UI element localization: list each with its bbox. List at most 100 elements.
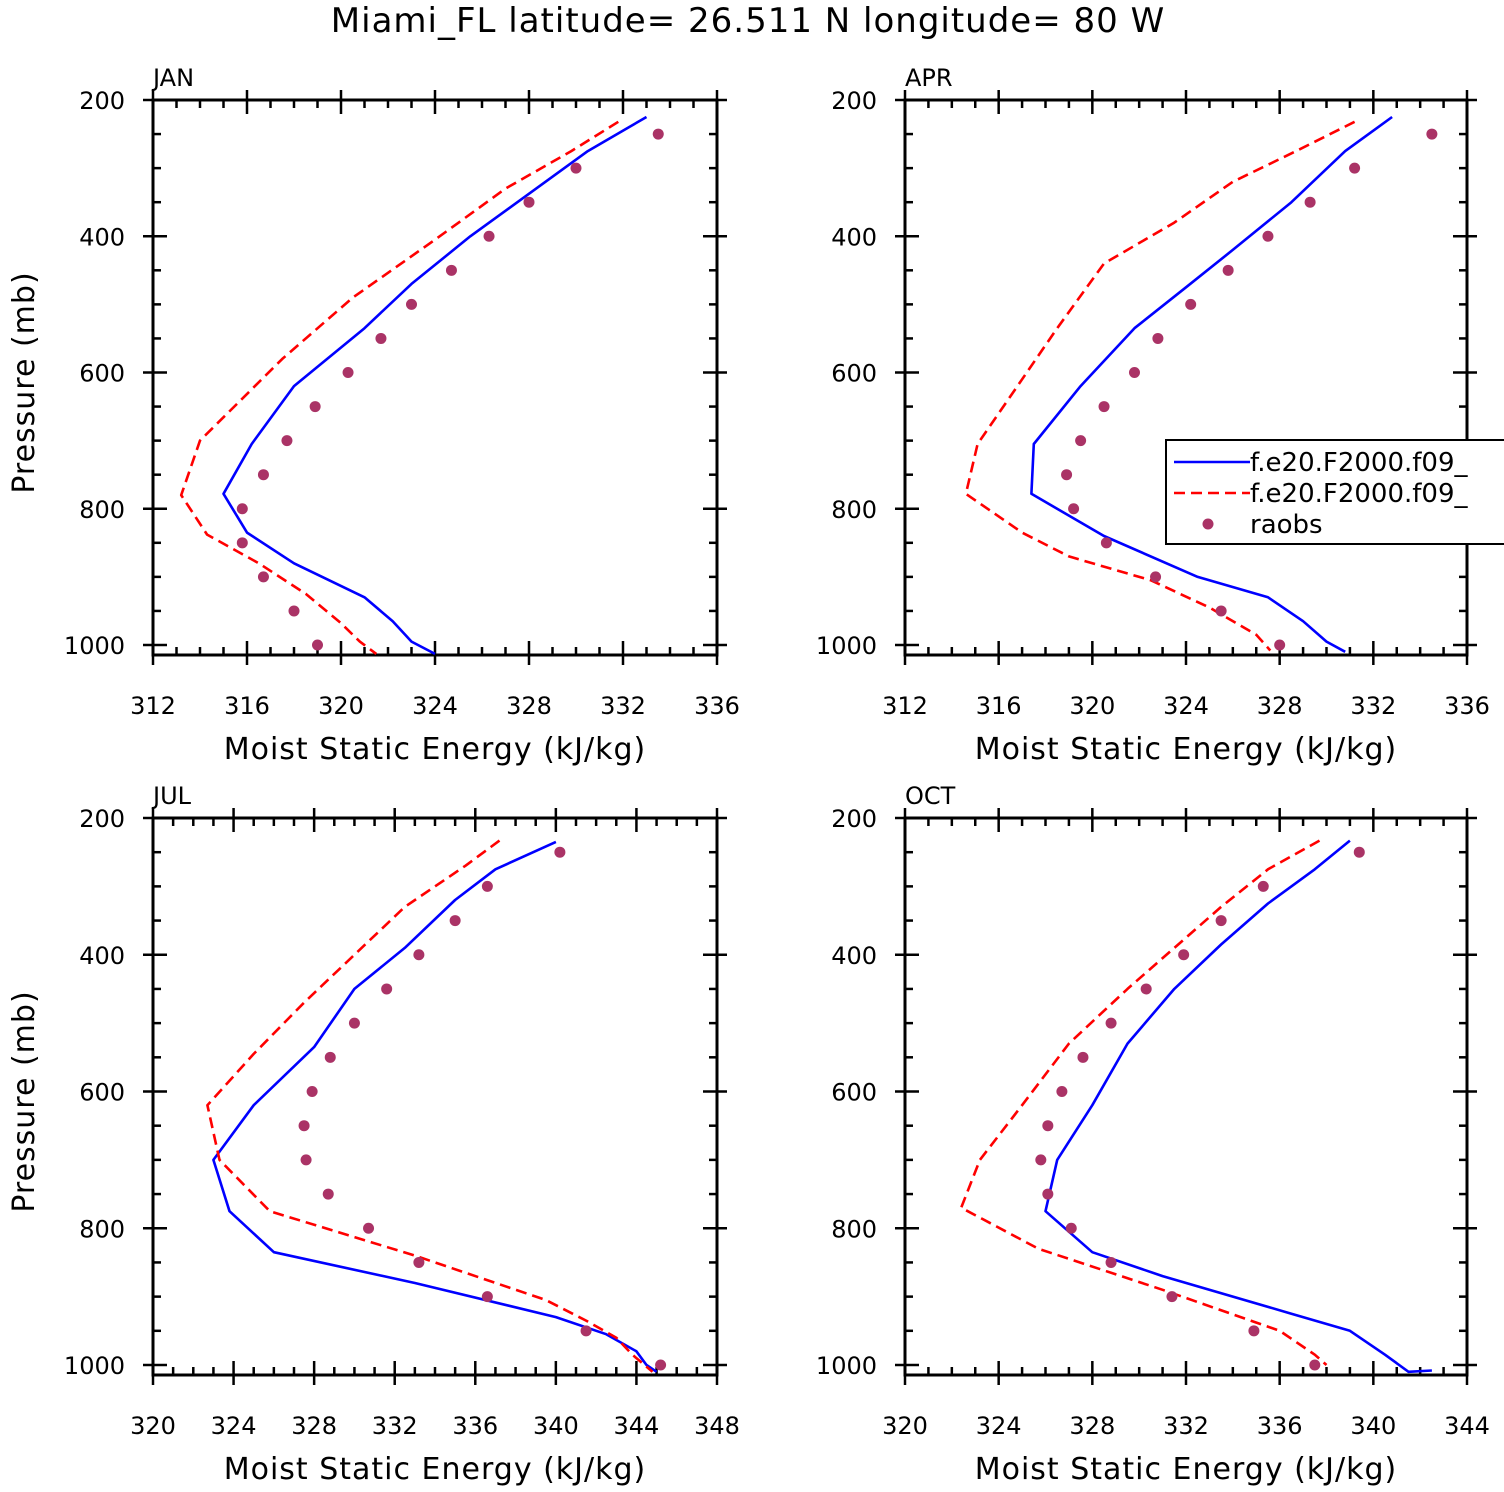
raobs-point [1061,469,1073,481]
panel-oct: OCT 200 400 600 800 1000 320 324 328 332 336 340 344… [816,782,1490,1487]
x-axis-label: Moist Static Energy (kJ/kg) [975,1452,1398,1487]
raobs-point [1100,537,1112,549]
raobs-point [1215,605,1227,617]
y-tick-label: 1000 [64,632,125,660]
raobs-point [570,162,582,174]
panels: JAN 200 400 600 800 1000 312 316 320 324 328 332 336… [7,64,1504,1487]
legend-label: f.e20.F2000.f09_ [1250,448,1468,478]
raobs-point [449,915,461,927]
y-tick-label: 400 [831,942,877,970]
y-axis-label: Pressure (mb) [7,990,42,1212]
x-tick-label: 324 [211,1412,257,1440]
raobs-point [300,1154,312,1166]
raobs-point [1426,128,1438,140]
series-line-dashed [206,839,654,1373]
raobs-point [236,537,248,549]
x-tick-label: 320 [318,692,364,720]
series-line-dashed [964,120,1356,652]
raobs-point [1257,880,1269,892]
x-tick-label: 340 [1350,1412,1396,1440]
x-tick-label: 328 [1257,692,1303,720]
y-tick-label: 1000 [64,1352,125,1380]
series-line-solid [1044,839,1432,1374]
x-axis-label: Moist Static Energy (kJ/kg) [224,732,647,767]
x-tick-label: 332 [600,692,646,720]
raobs-point [1185,298,1197,310]
y-tick-label: 200 [831,87,877,115]
y-tick-label: 1000 [816,632,877,660]
x-tick-label: 320 [130,1412,176,1440]
raobs-point [523,196,535,208]
x-tick-label: 344 [1444,1412,1490,1440]
raobs-point [1105,1256,1117,1268]
raobs-point [1128,367,1140,378]
raobs-point [554,846,566,858]
series-line-dashed [179,120,619,655]
raobs-point [363,1222,375,1234]
y-tick-label: 1000 [816,1352,877,1380]
raobs-point [1077,1051,1089,1063]
x-tick-label: 312 [882,692,928,720]
raobs-point [481,1291,493,1303]
x-tick-label: 324 [412,692,458,720]
raobs-point [1262,230,1274,242]
y-tick-label: 400 [79,223,125,251]
x-tick-label: 336 [452,1412,498,1440]
x-tick-label: 332 [1163,1412,1209,1440]
raobs-point [652,128,664,140]
raobs-point [406,298,417,310]
x-axis-label: Moist Static Energy (kJ/kg) [975,732,1398,767]
raobs-point [1035,1154,1047,1166]
raobs-point [288,605,300,617]
panel-title: APR [905,64,953,92]
raobs-point [1166,1291,1178,1303]
x-tick-label: 320 [882,1412,928,1440]
x-tick-label: 328 [506,692,552,720]
raobs-point [1150,571,1162,583]
raobs-point [1274,639,1286,651]
panel-title: OCT [905,782,956,810]
plot-frame [151,98,719,657]
y-axis-label: Pressure (mb) [7,271,42,493]
panel-jan: JAN 200 400 600 800 1000 312 316 320 324 328 332 336… [7,64,740,767]
x-tick-label: 324 [1163,692,1209,720]
x-tick-label: 316 [224,692,270,720]
raobs-point [413,949,425,961]
raobs-point [1065,1222,1077,1234]
x-tick-label: 336 [1444,692,1490,720]
y-tick-label: 600 [831,1079,877,1107]
raobs-point [1105,1017,1117,1029]
raobs-point [1152,332,1164,344]
raobs-point [1042,1188,1054,1200]
raobs-point [655,1359,667,1371]
x-tick-label: 344 [614,1412,660,1440]
raobs-point [1222,264,1234,276]
raobs-point [483,230,495,242]
x-tick-label: 336 [1257,1412,1303,1440]
y-tick-label: 600 [79,1079,125,1107]
raobs-point [1309,1359,1321,1371]
plot-frame [151,816,719,1377]
y-tick-label: 800 [831,1215,877,1243]
y-tick-label: 200 [79,805,125,833]
raobs-point [381,983,393,995]
x-tick-label: 328 [1069,1412,1115,1440]
raobs-point [324,1051,336,1063]
series-line-solid [222,115,648,656]
panel-title: JUL [151,782,192,810]
panel-jul: JUL 200 400 600 800 1000 320 324 328 332 336 340 344… [7,782,740,1487]
x-tick-label: 320 [1069,692,1115,720]
x-tick-label: 312 [130,692,176,720]
raobs-point [1098,401,1110,413]
y-tick-label: 200 [79,87,125,115]
legend-box [1165,439,1504,545]
x-tick-label: 324 [976,1412,1022,1440]
raobs-point [1075,435,1087,447]
panel-title: JAN [151,64,194,92]
raobs-point [1248,1325,1260,1337]
raobs-point [312,639,323,651]
legend: f.e20.F2000.f09_f.e20.F2000.f09_raobs [1165,439,1504,545]
raobs-point [1056,1086,1068,1097]
raobs-point [375,332,387,344]
